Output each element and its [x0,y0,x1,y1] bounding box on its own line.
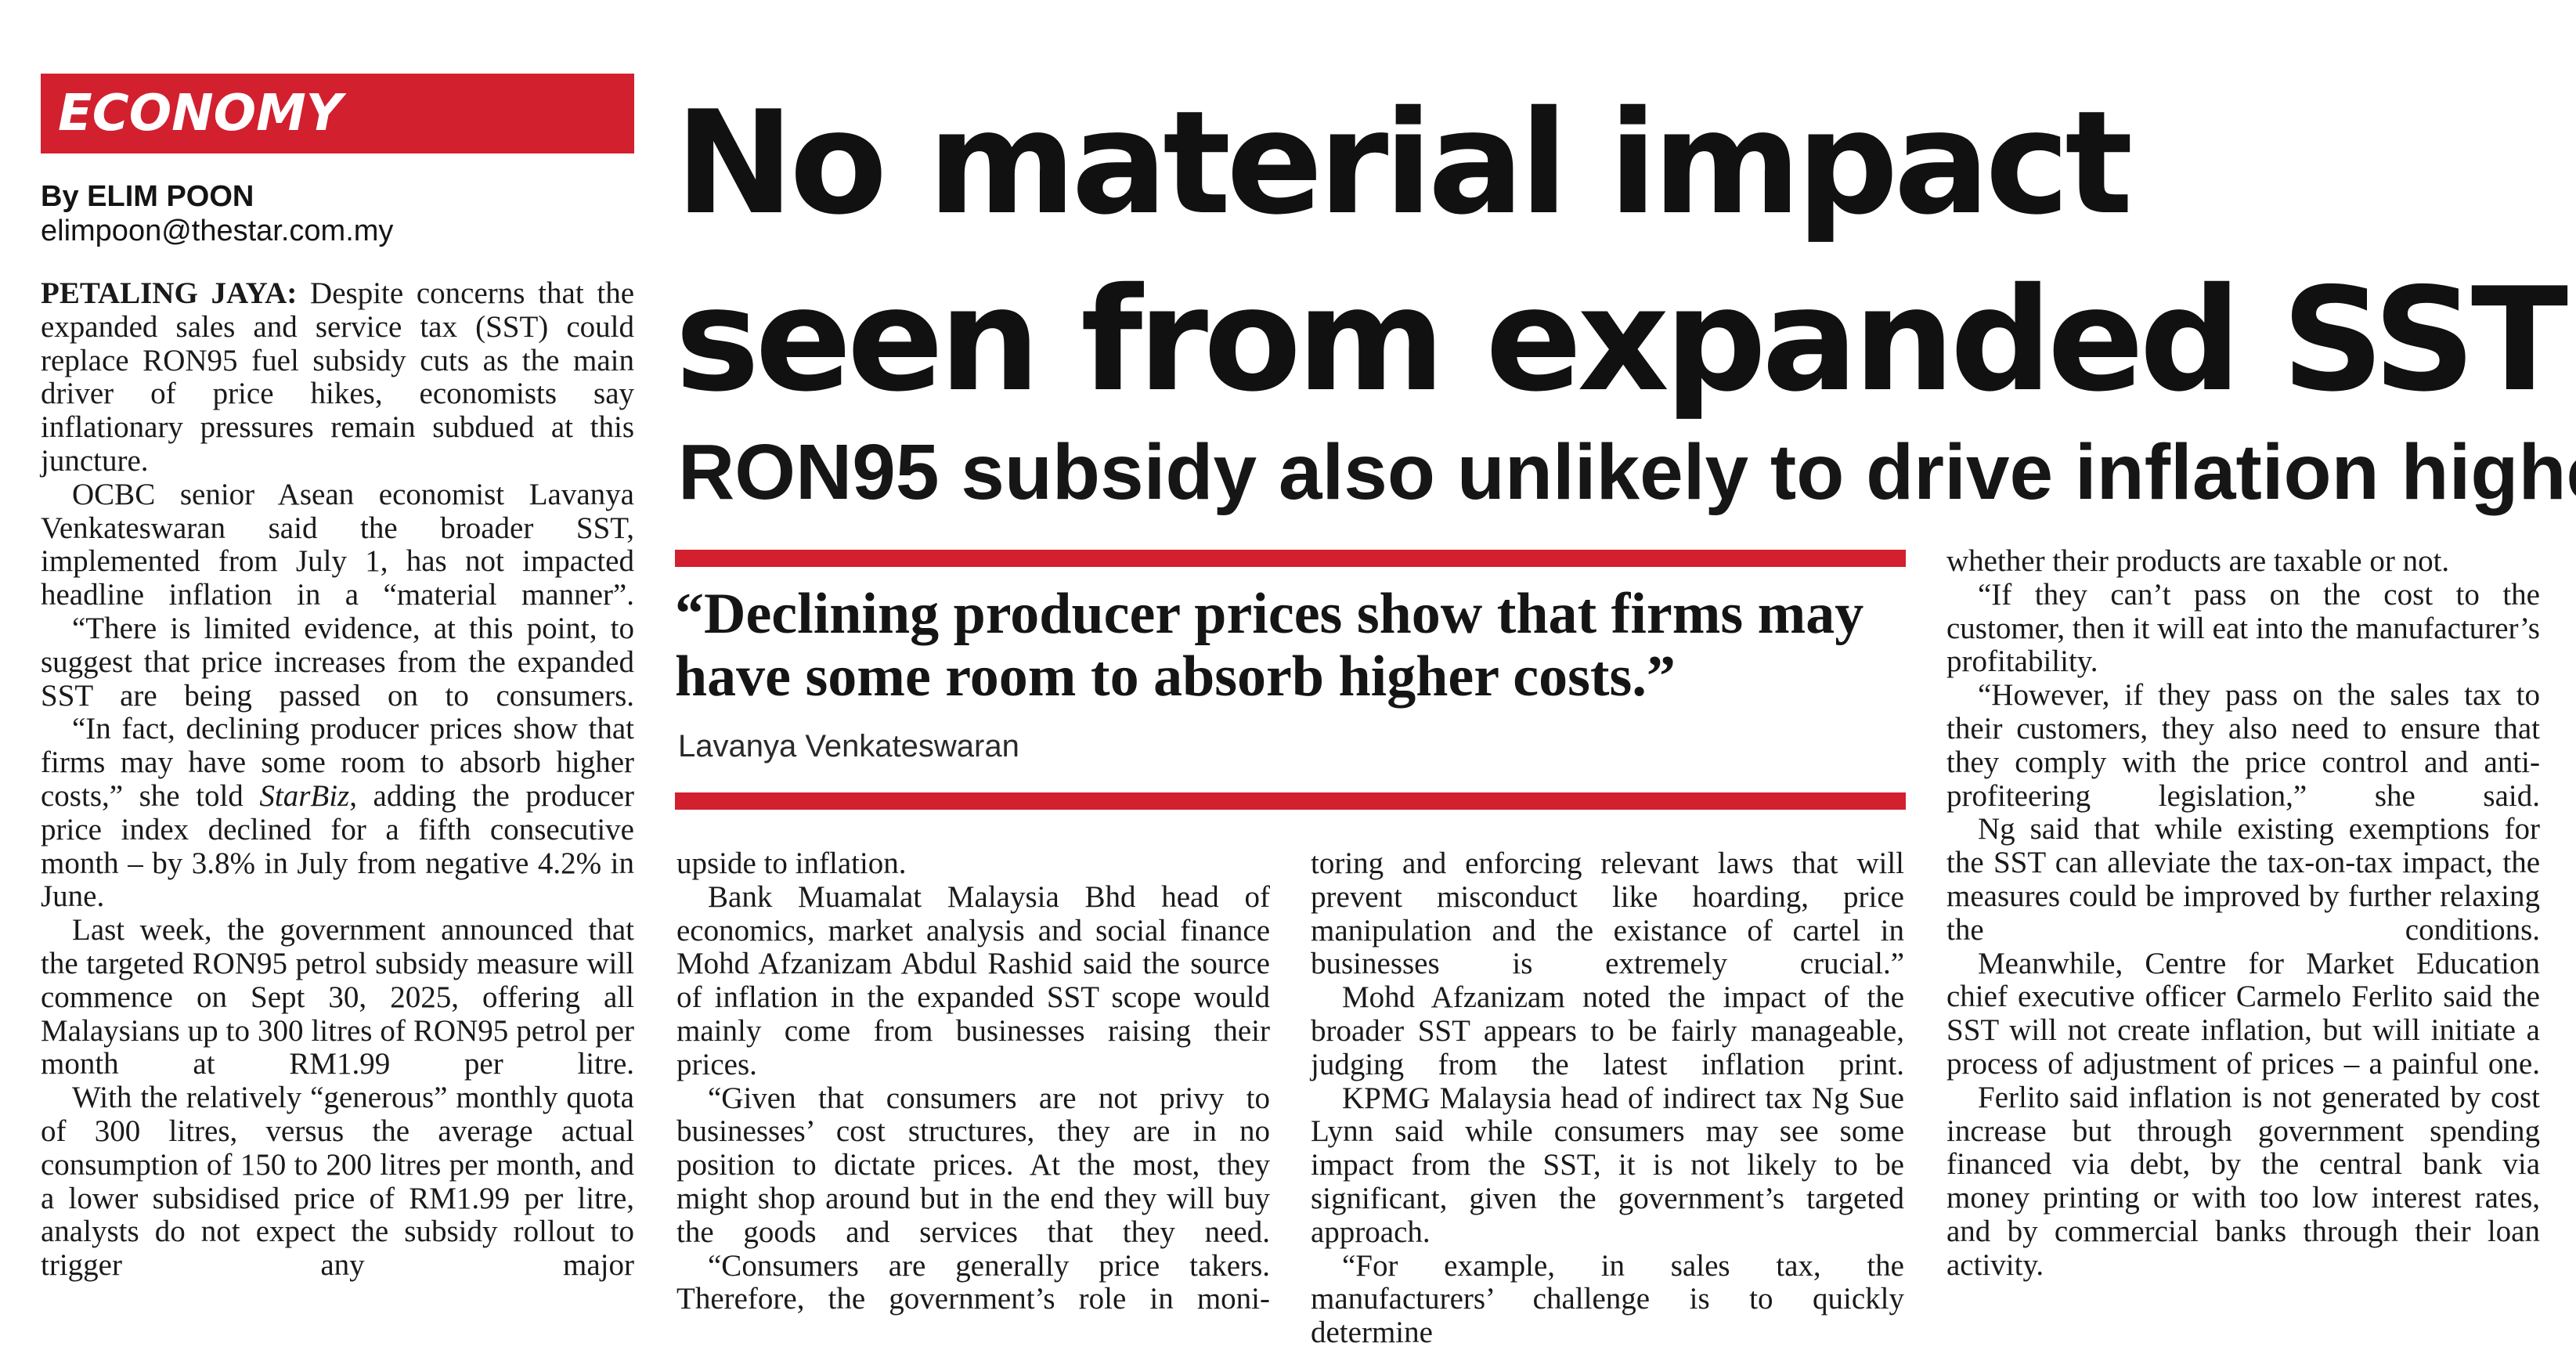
headline: No material impact seen from expanded SS… [675,74,2568,428]
section-tag: ECONOMY [41,74,634,153]
byline-email: elimpoon@thestar.com.my [41,215,394,247]
article-paragraph: Bank Muamalat Malaysia Bhd head of econo… [676,879,1270,1081]
article-paragraph: With the relatively “generous” monthly q… [41,1081,634,1283]
pull-quote-line-2: have some room to absorb higher costs.” [675,644,1676,709]
byline-author: By ELIM POON [41,180,254,213]
article-paragraph: Mohd Afzanizam noted the impact of the b… [1311,980,1904,1081]
article-paragraph: OCBC senior Asean economist Lavanya Venk… [41,477,634,612]
article-column-2: upside to inflation. Bank Muamalat Malay… [676,846,1270,1316]
article-paragraph: “However, if they pass on the sales tax … [1946,678,2540,813]
article-paragraph: “There is limited evidence, at this poin… [41,611,634,713]
pull-quote-line-1: “Declining producer prices show that fir… [675,582,1864,646]
dateline: PETALING JAYA: [41,276,298,310]
article-paragraph: “Consumers are generally price takers. T… [676,1248,1270,1316]
article-paragraph: “If they can’t pass on the cost to the c… [1946,577,2540,679]
article-paragraph: PETALING JAYA: Despite concerns that the… [41,276,634,478]
article-paragraph: “In fact, declining producer prices show… [41,712,634,914]
article-paragraph: “For example, in sales tax, the manufact… [1311,1248,1904,1350]
article-paragraph: toring and enforcing relevant laws that … [1311,846,1904,981]
pull-quote-top-rule [675,550,1906,567]
article-column-4: whether their products are taxable or no… [1946,544,2540,1283]
article-paragraph: KPMG Malaysia head of indirect tax Ng Su… [1311,1081,1904,1249]
article-paragraph: Meanwhile, Centre for Market Education c… [1946,946,2540,1081]
pull-quote-attribution: Lavanya Venkateswaran [678,729,1019,763]
article-paragraph: Last week, the government announced that… [41,913,634,1081]
article-column-3: toring and enforcing relevant laws that … [1311,846,1904,1350]
publication-name: StarBiz [259,778,350,813]
headline-line-1: No material impact [675,80,2133,246]
subheadline: RON95 subsidy also unlikely to drive inf… [678,428,2576,516]
article-paragraph: Ng said that while existing exemptions f… [1946,812,2540,947]
section-label: ECONOMY [58,85,343,143]
headline-line-2: seen from expanded SST [675,257,2568,423]
article-paragraph: upside to inflation. [676,846,907,880]
pull-quote: “Declining producer prices show that fir… [675,583,1920,708]
article-paragraph: Ferlito said inflation is not generated … [1946,1080,2540,1282]
pull-quote-bottom-rule [675,792,1906,810]
article-column-1: PETALING JAYA: Despite concerns that the… [41,276,634,1283]
article-paragraph: “Given that consumers are not privy to b… [676,1081,1270,1249]
article-paragraph: whether their products are taxable or no… [1946,544,2450,578]
